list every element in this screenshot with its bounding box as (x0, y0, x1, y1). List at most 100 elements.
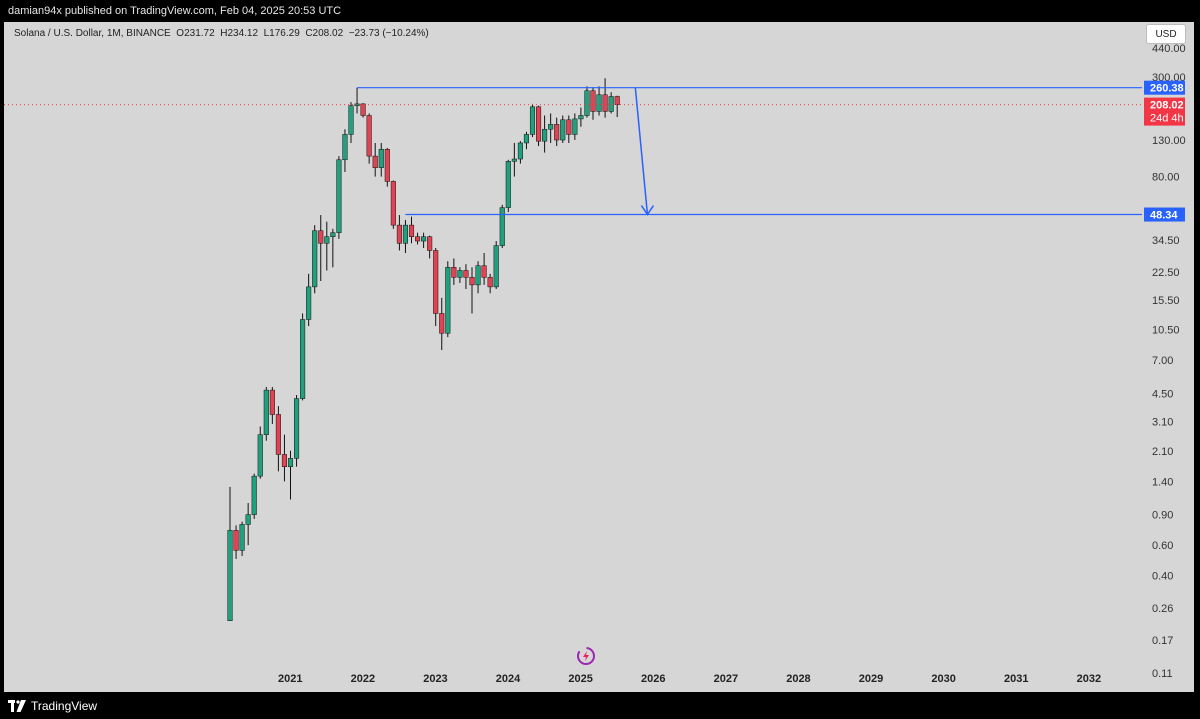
price-chart[interactable]: 440.00300.00130.0080.0050.0034.5022.5015… (4, 22, 1194, 692)
drawings-layer (4, 87, 1142, 216)
candle[interactable] (505, 159, 511, 212)
candle[interactable] (348, 102, 354, 143)
candle[interactable] (529, 103, 536, 138)
candle[interactable] (324, 221, 330, 271)
candle-body (536, 106, 542, 142)
candle[interactable] (294, 395, 300, 467)
candle[interactable] (342, 129, 348, 173)
candle[interactable] (257, 426, 263, 479)
candle[interactable] (336, 156, 342, 239)
candle[interactable] (511, 142, 517, 177)
candle[interactable] (481, 253, 487, 285)
candle-body (481, 265, 487, 278)
candle[interactable] (445, 261, 451, 338)
candle[interactable] (475, 261, 481, 294)
candle-body (342, 134, 348, 161)
candle[interactable] (360, 103, 366, 118)
candle[interactable] (433, 248, 439, 327)
currency-button[interactable]: USD (1146, 24, 1186, 44)
candle[interactable] (312, 225, 318, 294)
candle-body (566, 119, 572, 135)
candle[interactable] (378, 142, 384, 177)
candle[interactable] (421, 232, 427, 249)
candle[interactable] (499, 204, 505, 249)
candle[interactable] (566, 115, 572, 143)
candle[interactable] (408, 216, 415, 244)
candle[interactable] (469, 267, 475, 314)
candle[interactable] (463, 264, 469, 289)
candle-body (372, 155, 378, 168)
price-tick-label: 0.90 (1152, 510, 1173, 522)
candle[interactable] (245, 503, 251, 546)
candle-body (378, 148, 384, 168)
candle[interactable] (263, 386, 269, 441)
candle[interactable] (584, 86, 590, 118)
candle[interactable] (275, 406, 281, 472)
candle[interactable] (415, 232, 421, 245)
price-tick-label: 440.00 (1152, 43, 1186, 55)
candle-body (396, 224, 402, 244)
candle[interactable] (384, 147, 390, 187)
candle[interactable] (251, 473, 257, 519)
candle-body (402, 224, 408, 244)
candle[interactable] (572, 113, 578, 141)
time-tick-label: 2029 (859, 673, 883, 685)
candle[interactable] (439, 297, 445, 351)
tradingview-logo-icon[interactable] (8, 699, 26, 712)
candle-body (493, 245, 499, 288)
candle[interactable] (281, 434, 287, 482)
candle-body (354, 103, 360, 106)
candle-body (427, 236, 433, 251)
candle[interactable] (287, 450, 294, 500)
candle[interactable] (493, 241, 499, 289)
candle-body (239, 524, 245, 551)
candle[interactable] (390, 180, 396, 229)
candle[interactable] (548, 113, 554, 143)
candle-body (269, 389, 275, 415)
candle[interactable] (608, 92, 614, 114)
candle[interactable] (451, 258, 457, 285)
candle[interactable] (517, 141, 523, 164)
candle[interactable] (536, 105, 542, 147)
price-tick-label: 34.50 (1152, 235, 1180, 247)
candle[interactable] (306, 273, 312, 327)
symbol-name[interactable]: Solana / U.S. Dollar, 1M, BINANCE (14, 28, 171, 39)
candle[interactable] (578, 107, 584, 127)
candle[interactable] (330, 228, 336, 268)
candle[interactable] (300, 313, 306, 401)
price-tick-label: 1.40 (1152, 476, 1173, 488)
candle[interactable] (542, 115, 548, 153)
candle[interactable] (602, 78, 608, 118)
candle-body (306, 286, 312, 320)
candle[interactable] (560, 115, 566, 143)
candle[interactable] (614, 95, 620, 118)
candle-body (445, 267, 451, 334)
candle[interactable] (318, 215, 324, 282)
candle[interactable] (487, 273, 493, 294)
level-price-tag: 260.38 (1144, 80, 1185, 95)
candle[interactable] (372, 142, 378, 177)
candle[interactable] (590, 87, 596, 120)
candle[interactable] (523, 131, 530, 150)
candle[interactable] (402, 219, 408, 254)
candle[interactable] (239, 521, 245, 556)
bar-countdown: 24d 4h (1150, 113, 1184, 125)
candle[interactable] (396, 215, 402, 251)
footer-brand[interactable]: TradingView (31, 698, 98, 713)
candle[interactable] (233, 525, 239, 559)
candle[interactable] (427, 235, 433, 259)
candle[interactable] (227, 486, 233, 621)
candle[interactable] (457, 267, 463, 283)
candle[interactable] (554, 117, 560, 147)
candle[interactable] (354, 87, 360, 114)
candle-body (475, 265, 481, 286)
ohlc-high: H234.12 (220, 28, 259, 39)
candle[interactable] (269, 386, 275, 424)
lightning-logo-icon[interactable] (577, 647, 595, 665)
chart-panel[interactable]: 440.00300.00130.0080.0050.0034.5022.5015… (4, 22, 1194, 692)
candle[interactable] (366, 113, 372, 164)
candle[interactable] (596, 86, 602, 116)
candle-body (263, 389, 269, 435)
projection-arrow[interactable] (634, 87, 655, 216)
